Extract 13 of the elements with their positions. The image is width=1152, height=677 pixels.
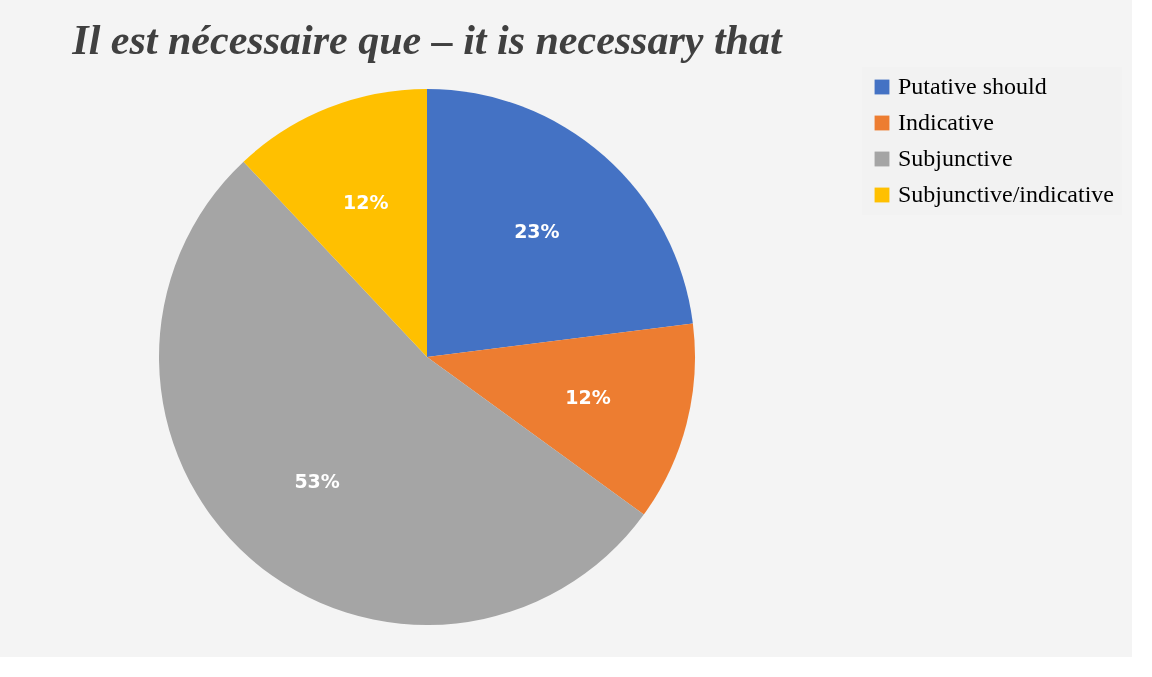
pie-slice <box>427 89 693 357</box>
chart-title: Il est nécessaire que – it is necessary that <box>71 17 783 63</box>
legend-label: Subjunctive/indicative <box>898 181 1114 207</box>
data-label: 12% <box>343 190 389 213</box>
data-label: 23% <box>514 220 560 243</box>
data-label: 53% <box>294 469 340 492</box>
legend-label: Indicative <box>898 109 994 135</box>
legend-label: Subjunctive <box>898 145 1013 171</box>
legend-label: Putative should <box>898 73 1047 99</box>
data-label: 12% <box>565 386 611 409</box>
pie-slice <box>243 89 427 357</box>
pie-slice <box>159 161 644 625</box>
pie-slice <box>427 323 695 515</box>
